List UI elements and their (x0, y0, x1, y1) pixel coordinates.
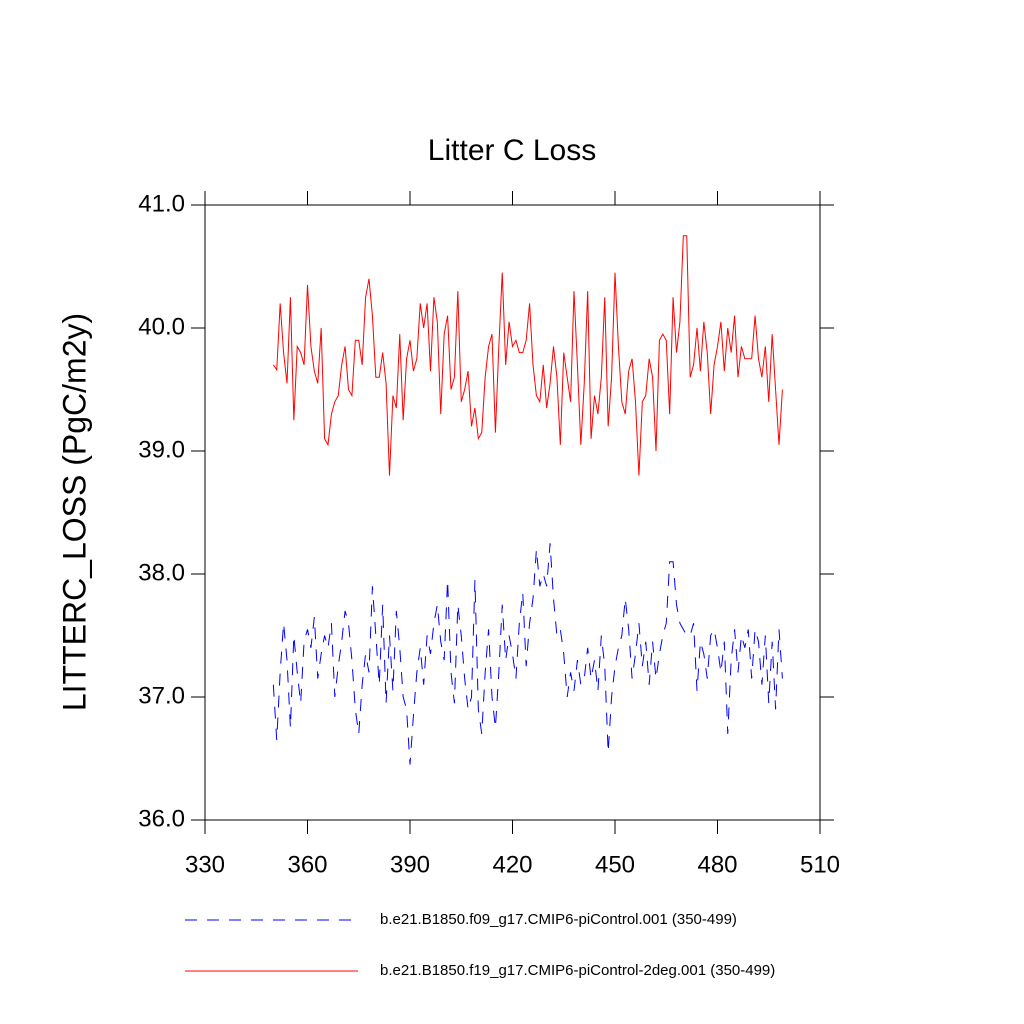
legend-label: b.e21.B1850.f09_g17.CMIP6-piControl.001 … (380, 911, 737, 928)
y-axis-label: LITTERC_LOSS (PgC/m2y) (56, 313, 92, 711)
x-tick-label: 480 (697, 851, 737, 878)
x-tick-label: 330 (185, 851, 225, 878)
y-tick-label: 41.0 (138, 190, 185, 217)
y-tick-label: 36.0 (138, 805, 185, 832)
y-tick-label: 38.0 (138, 559, 185, 586)
x-tick-label: 390 (390, 851, 430, 878)
series-line (272, 235, 783, 476)
y-tick-label: 40.0 (138, 313, 185, 340)
y-tick-label: 37.0 (138, 682, 185, 709)
x-tick-label: 360 (287, 851, 327, 878)
x-tick-label: 510 (800, 851, 840, 878)
legend-label: b.e21.B1850.f19_g17.CMIP6-piControl-2deg… (380, 962, 775, 979)
series-line (272, 543, 783, 765)
x-tick-label: 420 (492, 851, 532, 878)
y-tick-label: 39.0 (138, 436, 185, 463)
chart-title: Litter C Loss (428, 134, 596, 167)
x-tick-label: 450 (595, 851, 635, 878)
